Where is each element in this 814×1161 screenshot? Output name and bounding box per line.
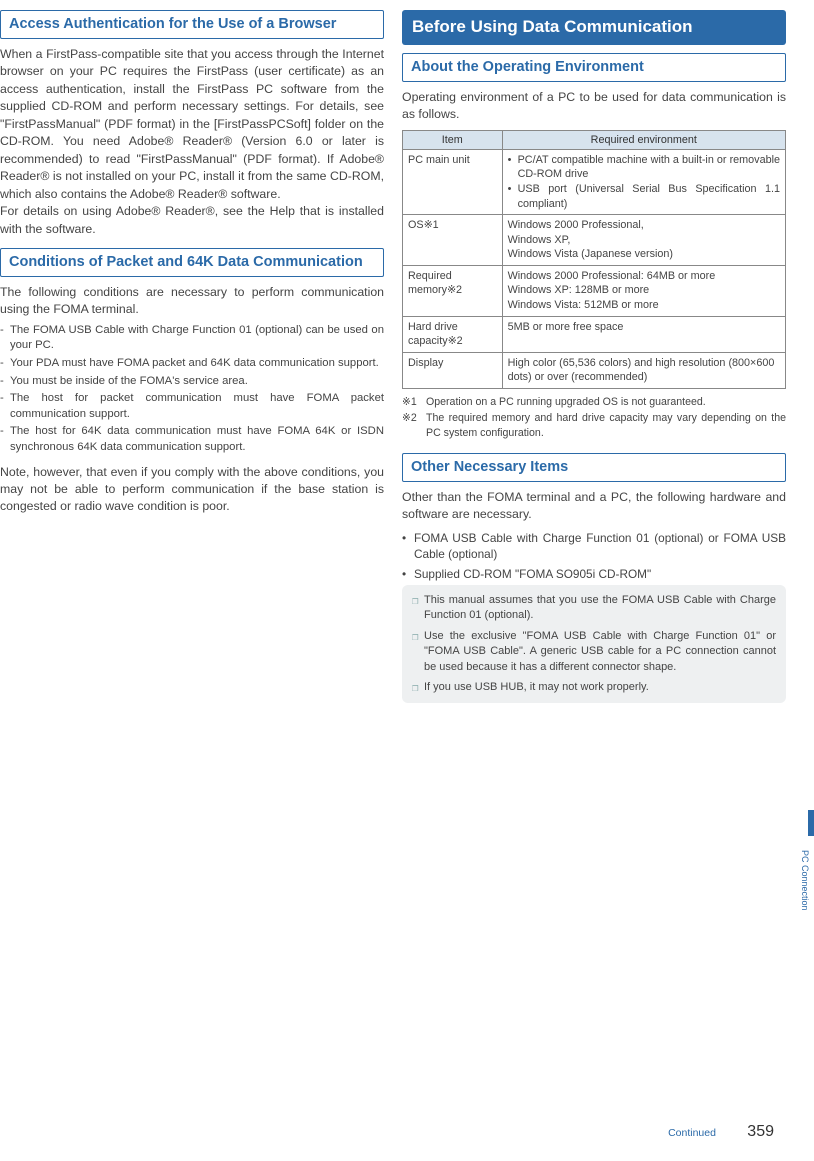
- callout-item: This manual assumes that you use the FOM…: [424, 593, 776, 624]
- side-tab-label: PC Connection: [800, 850, 810, 911]
- bullet-icon: •: [402, 566, 414, 583]
- table-cell-item: Display: [403, 352, 503, 388]
- note-icon: ❐: [412, 680, 424, 695]
- heading-access-auth: Access Authentication for the Use of a B…: [0, 10, 384, 39]
- note-icon: ❐: [412, 629, 424, 675]
- list-dash: -: [0, 424, 10, 455]
- side-tab: PC Connection: [796, 830, 814, 930]
- callout-item: Use the exclusive "FOMA USB Cable with C…: [424, 629, 776, 675]
- table-cell-env: Windows 2000 Professional: 64MB or moreW…: [502, 265, 785, 316]
- table-cell-item: Hard drive capacity※2: [403, 316, 503, 352]
- table-cell-env: 5MB or more free space: [502, 316, 785, 352]
- list-dash: -: [0, 391, 10, 422]
- heading-conditions: Conditions of Packet and 64K Data Commun…: [0, 248, 384, 277]
- list-dash: -: [0, 356, 10, 372]
- list-item: The host for packet communication must h…: [10, 391, 384, 422]
- callout-box: ❐This manual assumes that you use the FO…: [402, 585, 786, 703]
- list-item: The host for 64K data communication must…: [10, 424, 384, 455]
- list-item: FOMA USB Cable with Charge Function 01 (…: [414, 530, 786, 563]
- note-icon: ❐: [412, 593, 424, 624]
- env-th-req: Required environment: [502, 130, 785, 149]
- heading-about-env: About the Operating Environment: [402, 53, 786, 82]
- page-number: 359: [747, 1123, 774, 1140]
- fn2-key: ※2: [402, 411, 426, 440]
- heading-conditions-label: Conditions of Packet and 64K Data Commun…: [9, 254, 363, 270]
- fn1-key: ※1: [402, 395, 426, 410]
- table-cell-env: •PC/AT compatible machine with a built-i…: [502, 149, 785, 214]
- bullet-icon: •: [508, 153, 518, 182]
- table-row: DisplayHigh color (65,536 colors) and hi…: [403, 352, 786, 388]
- other-items-list: •FOMA USB Cable with Charge Function 01 …: [402, 530, 786, 583]
- list-dash: -: [0, 374, 10, 390]
- env-table: Item Required environment PC main unit•P…: [402, 130, 786, 389]
- list-item: Your PDA must have FOMA packet and 64K d…: [10, 356, 379, 372]
- table-bullet-text: USB port (Universal Serial Bus Specifica…: [518, 182, 780, 211]
- list-dash: -: [0, 323, 10, 354]
- env-th-item: Item: [403, 130, 503, 149]
- about-env-intro: Operating environment of a PC to be used…: [402, 89, 786, 124]
- table-row: OS※1Windows 2000 Professional,Windows XP…: [403, 215, 786, 266]
- env-footnotes: ※1 Operation on a PC running upgraded OS…: [402, 395, 786, 441]
- heading-about-env-label: About the Operating Environment: [411, 59, 644, 75]
- table-cell-item: PC main unit: [403, 149, 503, 214]
- other-items-intro: Other than the FOMA terminal and a PC, t…: [402, 489, 786, 524]
- heading-access-auth-label: Access Authentication for the Use of a B…: [9, 16, 336, 32]
- list-item: Supplied CD-ROM "FOMA SO905i CD-ROM": [414, 566, 651, 583]
- heading-other-items: Other Necessary Items: [402, 453, 786, 482]
- list-item: The FOMA USB Cable with Charge Function …: [10, 323, 384, 354]
- table-cell-env: Windows 2000 Professional,Windows XP,Win…: [502, 215, 785, 266]
- table-cell-item: Required memory※2: [403, 265, 503, 316]
- table-bullet-text: PC/AT compatible machine with a built-in…: [518, 153, 780, 182]
- fn1-val: Operation on a PC running upgraded OS is…: [426, 395, 706, 410]
- table-row: Hard drive capacity※25MB or more free sp…: [403, 316, 786, 352]
- side-tab-bar: [808, 810, 814, 836]
- bullet-icon: •: [508, 182, 518, 211]
- conditions-intro: The following conditions are necessary t…: [0, 284, 384, 319]
- page-footer: Continued 359: [668, 1123, 774, 1141]
- heading-other-items-label: Other Necessary Items: [411, 459, 568, 475]
- fn2-val: The required memory and hard drive capac…: [426, 411, 786, 440]
- continued-label: Continued: [668, 1127, 716, 1139]
- heading-before-using: Before Using Data Communication: [402, 10, 786, 45]
- table-row: Required memory※2Windows 2000 Profession…: [403, 265, 786, 316]
- bullet-icon: •: [402, 530, 414, 563]
- table-row: PC main unit•PC/AT compatible machine wi…: [403, 149, 786, 214]
- list-item: You must be inside of the FOMA's service…: [10, 374, 248, 390]
- table-cell-env: High color (65,536 colors) and high reso…: [502, 352, 785, 388]
- table-cell-item: OS※1: [403, 215, 503, 266]
- callout-item: If you use USB HUB, it may not work prop…: [424, 680, 649, 695]
- conditions-outro: Note, however, that even if you comply w…: [0, 464, 384, 516]
- access-auth-body: When a FirstPass-compatible site that yo…: [0, 46, 384, 238]
- conditions-list: -The FOMA USB Cable with Charge Function…: [0, 323, 384, 456]
